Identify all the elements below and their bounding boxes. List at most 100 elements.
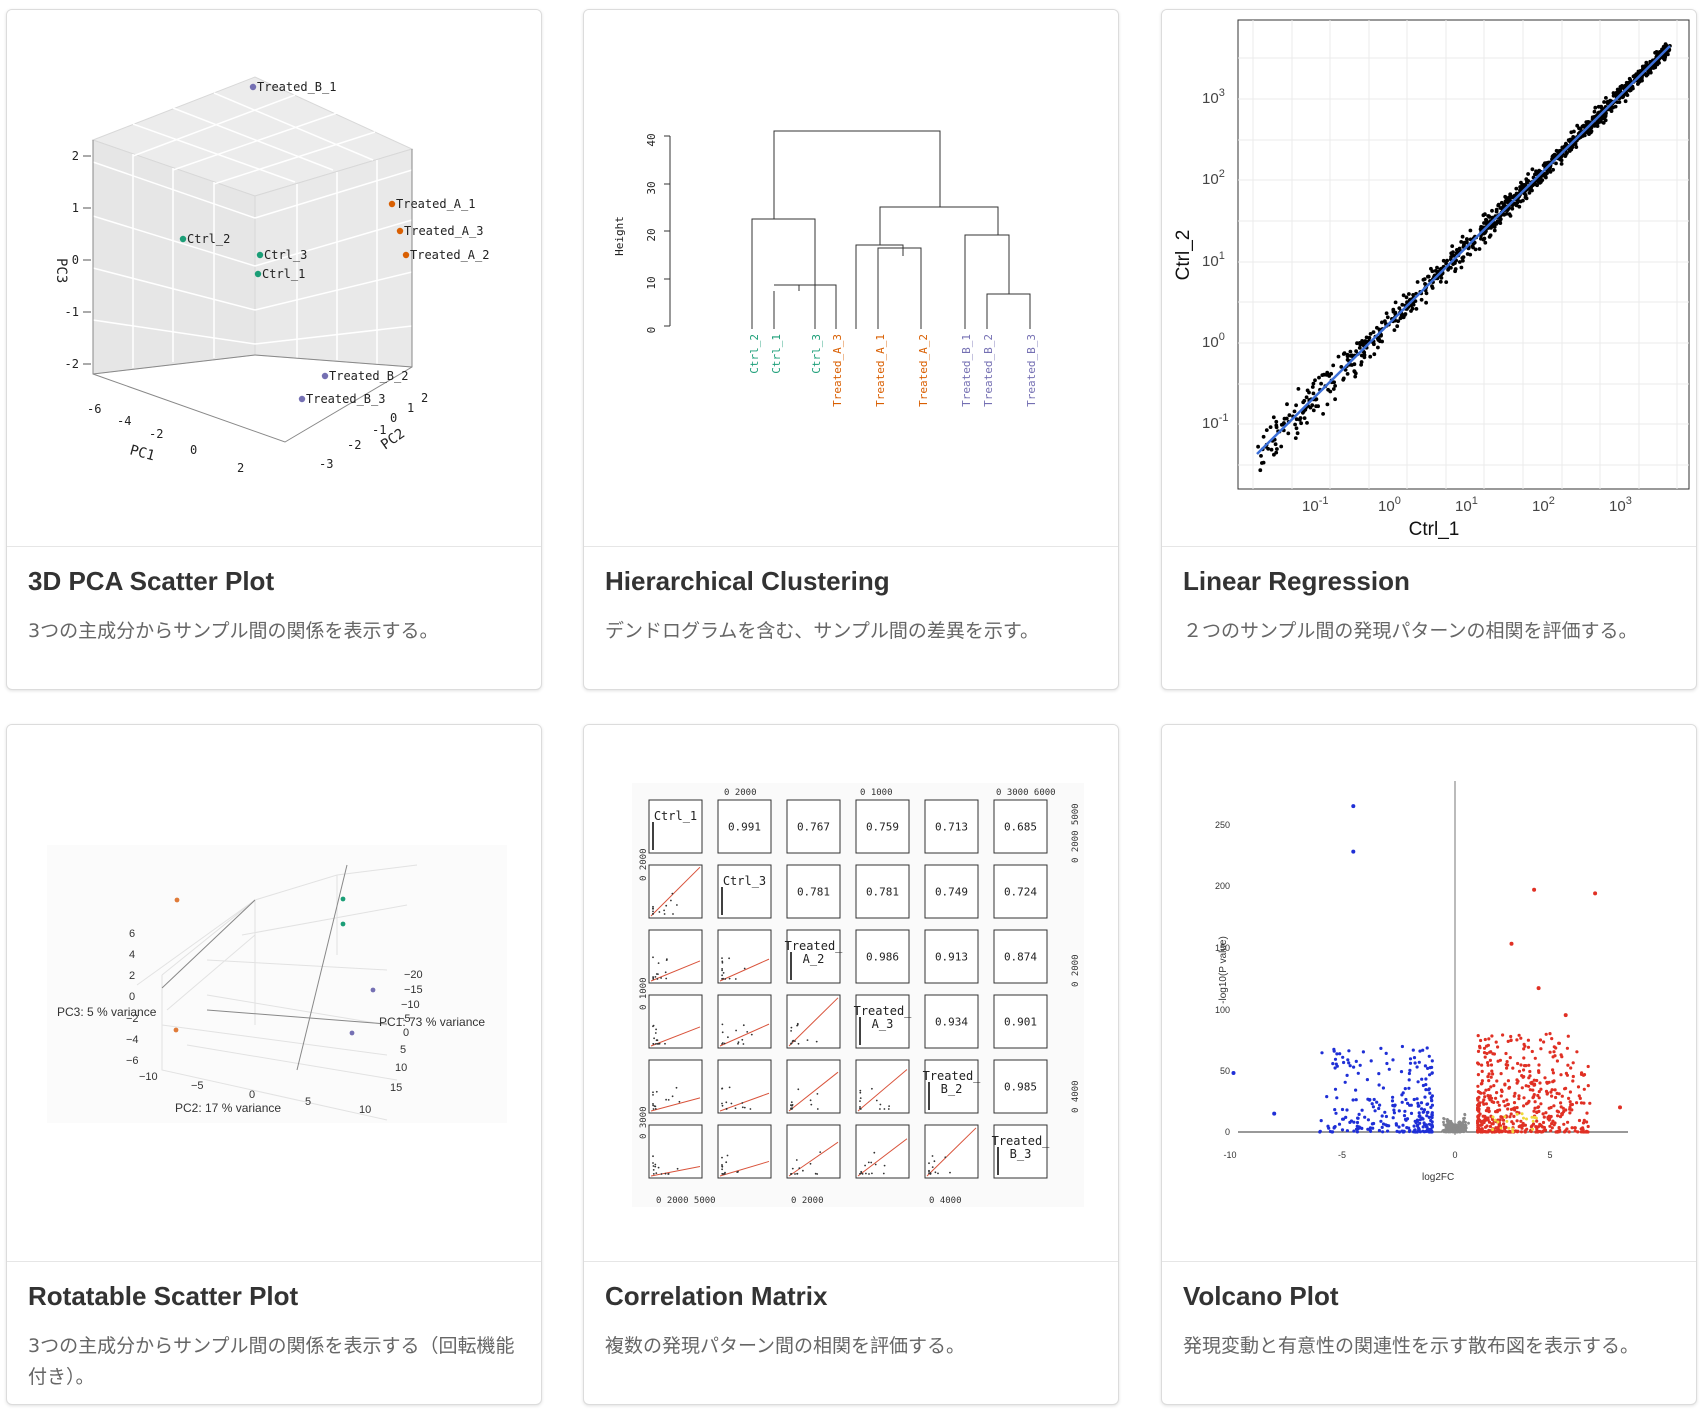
card-rotatable-scatter[interactable]: 6 4 2 0 −2 −4 −6 PC3: 5 % variance −20 −… [6,724,542,1405]
regression-point [1609,109,1614,113]
corr-point [790,1104,792,1106]
volcano-point-down [1430,1115,1434,1119]
volcano-point-up [1487,1079,1491,1083]
corr-point [721,1031,724,1034]
volcano-point-highlight [1530,1115,1534,1119]
volcano-point-up [1537,1069,1541,1073]
corr-point [654,976,657,978]
regression-point [1310,385,1315,389]
volcano-point-up [1517,1069,1522,1073]
volcano-point-up [1538,1122,1542,1126]
pc3-tick: -2 [65,357,79,371]
volcano-ytick: 150 [1215,943,1230,953]
volcano-point-up [1524,1064,1528,1068]
volcano-point-up [1503,1082,1507,1086]
volcano-point-down [1415,1097,1419,1101]
corr-point [737,1042,739,1045]
regression-point [1615,87,1620,92]
regression-point [1508,214,1513,218]
card-volcano-plot[interactable]: -10 -5 0 5 0 50 100 150 200 250 log2FC -… [1161,724,1697,1405]
volcano-point-highlight [1511,1127,1515,1131]
volcano-point-down [1408,1068,1412,1072]
corr-point [796,1023,799,1026]
corr-cell [786,1059,841,1114]
regression-point [1368,332,1373,336]
pc3-tick: 2 [72,149,79,163]
volcano-point-up [1485,1124,1489,1128]
regression-point [1414,307,1419,311]
card-linear-regression[interactable]: 10-1 100 101 102 103 10-1 100 101 102 10… [1161,9,1697,690]
corr-point [652,1104,654,1107]
volcano-point-up [1554,1095,1558,1100]
volcano-point-down [1345,1129,1349,1133]
corr-point [727,1036,729,1039]
regression-point [1258,468,1263,473]
corr-point [652,905,654,908]
volcano-point-up [1538,1129,1542,1134]
corr-point [746,1031,749,1033]
reg-ytick: 103 [1202,87,1225,107]
corr-point [654,1032,657,1034]
regression-point [1367,335,1372,340]
volcano-point-up [1557,1041,1561,1045]
volcano-point-up [1524,1084,1528,1088]
corr-point [816,1093,819,1095]
corr-point [796,1172,798,1175]
regression-point [1563,154,1568,159]
regression-point [1450,244,1455,249]
corr-point [721,1168,723,1171]
volcano-point-up [1521,1123,1525,1128]
volcano-point-up [1486,1075,1490,1079]
card-hierarchical-clustering[interactable]: 0 10 20 30 40 Height [583,9,1119,690]
regression-point [1298,416,1303,420]
volcano-point-up [1520,1126,1524,1130]
volcano-point-down [1428,1130,1432,1134]
volcano-point-up [1542,1115,1546,1119]
volcano-point-up [1566,1034,1570,1038]
card-3d-pca[interactable]: 2 1 0 -1 -2 PC3 -6 -4 -2 0 2 [6,9,542,690]
volcano-point-up [1535,1110,1539,1115]
regression-point [1301,400,1306,405]
corr-cell [993,864,1048,919]
regression-point [1376,345,1380,350]
volcano-point-up [1533,1100,1537,1104]
reg-xtick: 103 [1609,495,1632,515]
pca-point-label: Treated_B_1 [257,80,336,94]
regression-point [1526,172,1530,176]
volcano-point-up [1519,1130,1524,1134]
dendro-leaf-label: Ctrl_3 [810,334,823,374]
regression-point [1580,124,1585,129]
regression-point [1451,262,1455,266]
volcano-point-up [1544,1032,1548,1036]
volcano-point-up [1517,1097,1521,1101]
corr-cell [924,929,979,984]
regression-point [1459,265,1464,270]
corr-point [741,1038,744,1041]
volcano-point-down [1411,1048,1415,1052]
volcano-point-down [1402,1114,1407,1118]
card-correlation-matrix[interactable]: Ctrl_1 0.991 0.767 0.759 0.713 0.685 Ctrl_3 0.7… [583,724,1119,1405]
volcano-point-up [1492,1052,1496,1056]
regression-point [1396,319,1401,323]
volcano-point-up [1551,1068,1555,1072]
volcano-point-up [1499,1072,1503,1076]
volcano-point-down [1426,1088,1431,1092]
corr-bottom-tick: 0 2000 [791,1196,824,1206]
volcano-point-up [1532,1095,1536,1099]
regression-point [1411,293,1415,297]
volcano-point-ns [1452,1127,1456,1131]
volcano-point-down [1406,1101,1410,1105]
corr-point [794,1173,796,1175]
volcano-point-up [1536,986,1541,991]
volcano-point-up [1476,1114,1480,1119]
volcano-point-down [1372,1121,1376,1126]
regression-point [1653,50,1657,55]
pc3-axis-label: PC3 [53,258,69,283]
regression-point [1285,402,1289,407]
volcano-point-up [1517,1094,1521,1098]
volcano-point-down [1397,1125,1401,1129]
volcano-ytick: 0 [1225,1127,1230,1137]
pca-point [321,372,329,380]
volcano-point-up [1485,1051,1489,1056]
regression-point [1380,339,1384,344]
